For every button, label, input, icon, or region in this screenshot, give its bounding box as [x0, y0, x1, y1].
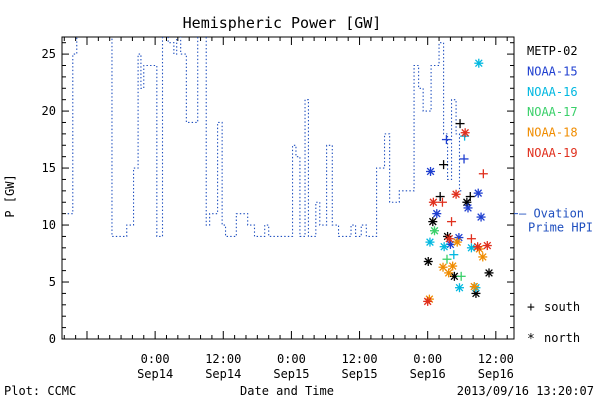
- legend-entry-metp-02: METP-02: [527, 44, 578, 58]
- y-tick-label: 10: [42, 218, 56, 232]
- north-marker: [432, 209, 442, 219]
- north-marker: [484, 268, 494, 278]
- north-marker: [478, 252, 488, 262]
- y-tick-label: 0: [49, 332, 56, 346]
- north-marker: [454, 283, 464, 293]
- y-tick-label: 20: [42, 104, 56, 118]
- legend-entry-noaa-19: NOAA-19: [527, 146, 578, 160]
- legend-entry-noaa-15: NOAA-15: [527, 64, 578, 78]
- y-tick-label: 25: [42, 47, 56, 61]
- north-marker: [430, 226, 440, 236]
- south-marker-label: south: [544, 300, 580, 314]
- north-marker: [473, 242, 483, 252]
- north-marker: [460, 128, 470, 138]
- x-tick-label-date: Sep16: [478, 367, 514, 381]
- north-marker: [423, 257, 433, 267]
- north-marker: [474, 58, 484, 68]
- plot-timestamp: 2013/09/16 13:20:07: [457, 384, 594, 398]
- x-tick-label-time: 0:00: [413, 352, 442, 366]
- south-marker: [447, 217, 457, 227]
- x-tick-label-date: Sep15: [273, 367, 309, 381]
- north-marker: [448, 261, 458, 271]
- plot-frame: [61, 36, 515, 340]
- satellite-legend: METP-02 NOAA-15 NOAA-16 NOAA-17 NOAA-18 NOAA-…: [527, 44, 578, 160]
- y-axis-label: P [GW]: [3, 174, 17, 217]
- north-marker-symbol: *: [527, 332, 535, 347]
- north-marker-label: north: [544, 331, 580, 345]
- x-tick-label-date: Sep14: [205, 367, 241, 381]
- north-marker: [469, 282, 479, 292]
- south-marker: [459, 154, 469, 164]
- x-axis-label: Date and Time: [240, 384, 334, 398]
- x-tick-label-date: Sep15: [341, 367, 377, 381]
- north-marker: [444, 234, 454, 244]
- south-marker: [465, 192, 475, 202]
- ovation-label-line2: Prime HPI: [528, 221, 593, 235]
- satellite-markers: [423, 58, 494, 306]
- south-marker-symbol: +: [527, 300, 535, 315]
- legend-entry-noaa-16: NOAA-16: [527, 85, 578, 99]
- x-tick-label-date: Sep14: [137, 367, 173, 381]
- legend-entry-noaa-18: NOAA-18: [527, 126, 578, 140]
- north-marker: [471, 288, 481, 298]
- legend-entry-noaa-17: NOAA-17: [527, 105, 578, 119]
- north-marker: [473, 188, 483, 198]
- north-marker: [476, 212, 486, 222]
- ovation-label-line1: — Ovation: [519, 207, 584, 221]
- y-axis: 0 5 10 15 20 25: [42, 42, 514, 346]
- x-tick-label-time: 12:00: [478, 352, 514, 366]
- x-tick-label-date: Sep16: [410, 367, 446, 381]
- ovation-label: — Ovation Prime HPI: [519, 207, 593, 235]
- south-marker: [478, 169, 488, 179]
- chart-title: Hemispheric Power [GW]: [183, 14, 382, 32]
- plot-area-border: [61, 36, 515, 340]
- north-marker: [428, 217, 438, 227]
- south-marker: [466, 234, 476, 244]
- north-marker: [438, 262, 448, 272]
- south-marker: [455, 119, 465, 129]
- south-marker: [435, 192, 445, 202]
- ovation-series-line: [67, 37, 463, 237]
- north-marker: [482, 241, 492, 251]
- north-marker: [439, 242, 449, 252]
- south-marker: [437, 197, 447, 207]
- y-tick-label: 5: [49, 275, 56, 289]
- south-marker: [449, 250, 459, 260]
- north-marker: [466, 243, 476, 253]
- north-marker: [463, 203, 473, 213]
- x-tick-label-time: 0:00: [277, 352, 306, 366]
- north-marker: [425, 237, 435, 247]
- north-marker: [451, 189, 461, 199]
- south-marker: [442, 254, 452, 264]
- south-marker: [456, 271, 466, 281]
- north-marker: [426, 166, 436, 176]
- north-marker: [462, 197, 472, 207]
- north-marker: [444, 268, 454, 278]
- x-tick-label-time: 12:00: [341, 352, 377, 366]
- x-tick-label-time: 12:00: [205, 352, 241, 366]
- north-marker: [452, 237, 462, 247]
- marker-type-legend: + south * north: [527, 300, 580, 347]
- south-marker: [439, 160, 449, 170]
- north-marker: [428, 197, 438, 207]
- north-marker: [423, 296, 433, 306]
- x-axis: 0:00Sep1412:00Sep140:00Sep1512:00Sep150:…: [63, 37, 518, 381]
- south-marker: [441, 135, 451, 145]
- plot-credit: Plot: CCMC: [4, 384, 76, 398]
- y-tick-label: 15: [42, 161, 56, 175]
- x-tick-label-time: 0:00: [141, 352, 170, 366]
